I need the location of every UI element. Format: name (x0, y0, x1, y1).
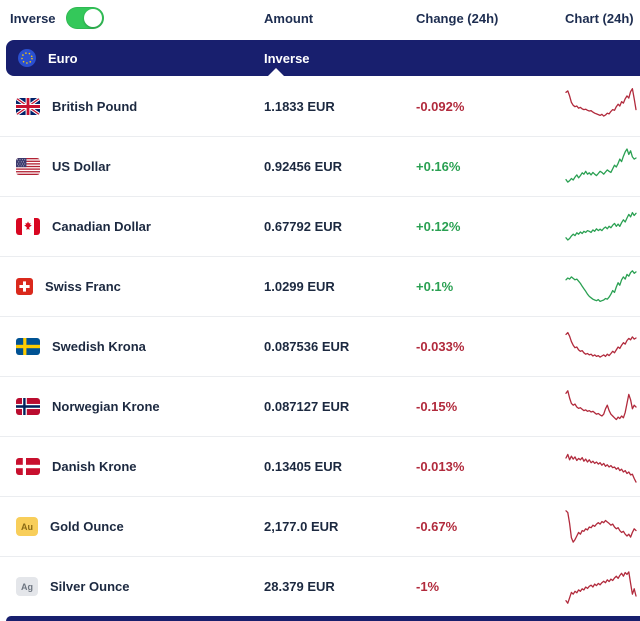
currency-name: Silver Ounce (50, 579, 130, 594)
column-header-change: Change (24h) (416, 10, 499, 26)
currency-name: Swedish Krona (52, 339, 146, 354)
base-currency-info: Euro (6, 49, 78, 67)
currency-row-silver-ounce[interactable]: Ag Silver Ounce 28.379 EUR -1% (0, 556, 640, 616)
currency-amount: 0.67792 EUR (264, 219, 343, 234)
gold-au-icon: Au (16, 517, 38, 536)
sweden-flag-icon (16, 338, 40, 355)
currency-amount: 0.13405 EUR (264, 459, 343, 474)
denmark-flag-icon (16, 458, 40, 475)
sparkline-chart (565, 565, 637, 609)
currency-change: -0.67% (416, 519, 458, 534)
table-header-bar: Inverse Amount Change (24h) Chart (24h) (0, 0, 640, 40)
us-flag-icon (16, 158, 40, 175)
currency-row-gold-ounce[interactable]: Au Gold Ounce 2,177.0 EUR -0.67% (0, 496, 640, 556)
currency-change: -0.15% (416, 399, 458, 414)
currency-row-swedish-krona[interactable]: Swedish Krona 0.087536 EUR -0.033% (0, 316, 640, 376)
inverse-control: Inverse (0, 7, 264, 29)
currency-change: -0.092% (416, 98, 465, 114)
currency-row-danish-krone[interactable]: Danish Krone 0.13405 EUR -0.013% (0, 436, 640, 496)
sparkline-chart (565, 265, 637, 309)
norway-flag-icon (16, 398, 40, 415)
sparkline-chart (565, 445, 637, 489)
currency-table: British Pound 1.1833 EUR -0.092% (0, 76, 640, 616)
eu-flag-icon (18, 49, 36, 67)
currency-name: Norwegian Krone (52, 399, 160, 414)
toggle-knob (83, 9, 102, 27)
currency-amount: 2,177.0 EUR (264, 519, 339, 534)
currency-amount: 0.087127 EUR (264, 399, 350, 414)
canada-flag-icon (16, 218, 40, 235)
base-currency-name: Euro (48, 50, 78, 66)
currency-row-british-pound[interactable]: British Pound 1.1833 EUR -0.092% (0, 76, 640, 136)
currency-amount: 0.087536 EUR (264, 339, 350, 354)
sparkline-chart (565, 145, 637, 189)
inverse-toggle-label: Inverse (10, 10, 56, 26)
currency-change: +0.12% (416, 219, 461, 234)
sparkline-chart (565, 505, 637, 549)
currency-change: -0.013% (416, 459, 465, 474)
sparkline-chart (565, 205, 637, 249)
currency-change: -1% (416, 579, 440, 594)
currency-name: US Dollar (52, 159, 111, 174)
sparkline-chart (565, 325, 637, 369)
base-currency-header[interactable]: Euro Inverse (6, 40, 640, 76)
currency-amount: 28.379 EUR (264, 579, 335, 594)
next-section-header-peek (6, 616, 640, 621)
currency-name: British Pound (52, 98, 138, 114)
currency-name: Danish Krone (52, 459, 137, 474)
currency-row-swiss-franc[interactable]: Swiss Franc 1.0299 EUR +0.1% (0, 256, 640, 316)
currency-amount: 1.1833 EUR (264, 98, 335, 114)
uk-flag-icon (16, 97, 40, 115)
currency-amount: 1.0299 EUR (264, 279, 335, 294)
currency-change: +0.16% (416, 159, 461, 174)
currency-row-canadian-dollar[interactable]: Canadian Dollar 0.67792 EUR +0.12% (0, 196, 640, 256)
currency-name: Canadian Dollar (52, 219, 151, 234)
sparkline-chart (565, 84, 637, 128)
column-pointer-notch (268, 68, 284, 76)
currency-change: -0.033% (416, 339, 465, 354)
inverse-toggle[interactable] (65, 7, 104, 29)
column-header-amount: Amount (264, 10, 314, 26)
section-column-label: Inverse (264, 50, 310, 66)
currency-amount: 0.92456 EUR (264, 159, 343, 174)
switzerland-flag-icon (16, 278, 33, 295)
sparkline-chart (565, 385, 637, 429)
silver-ag-icon: Ag (16, 577, 38, 596)
currency-change: +0.1% (416, 279, 454, 294)
column-header-chart: Chart (24h) (565, 10, 634, 26)
currency-name: Swiss Franc (45, 279, 121, 294)
currency-row-norwegian-krone[interactable]: Norwegian Krone 0.087127 EUR -0.15% (0, 376, 640, 436)
currency-row-us-dollar[interactable]: US Dollar 0.92456 EUR +0.16% (0, 136, 640, 196)
currency-name: Gold Ounce (50, 519, 124, 534)
